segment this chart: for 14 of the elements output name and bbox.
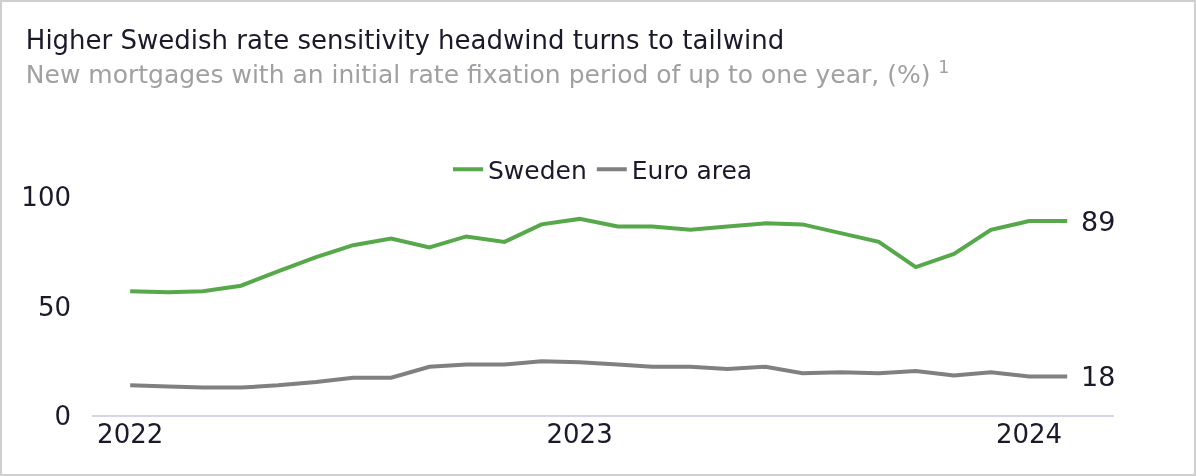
line-series [128, 359, 1070, 390]
data-label: 18 [1081, 361, 1116, 392]
x-tick-label: 2023 [546, 419, 613, 449]
legend-label: Euro area [631, 156, 753, 186]
legend-label: Sweden [488, 156, 587, 186]
y-tick-label: 0 [54, 401, 71, 432]
line-series [128, 216, 1070, 295]
data-label: 89 [1081, 206, 1116, 237]
x-tick-label: 2024 [995, 419, 1063, 449]
y-tick-label: 100 [21, 182, 71, 213]
y-tick-label: 50 [37, 291, 71, 322]
chart-subtitle: New mortgages with an initial rate fixation period of up to one year, (%) $^{1}$ [25, 56, 950, 89]
chart-title: Higher Swedish rate sensitivity headwind turns to tailwind [25, 25, 785, 56]
x-tick-label: 2022 [97, 419, 164, 449]
